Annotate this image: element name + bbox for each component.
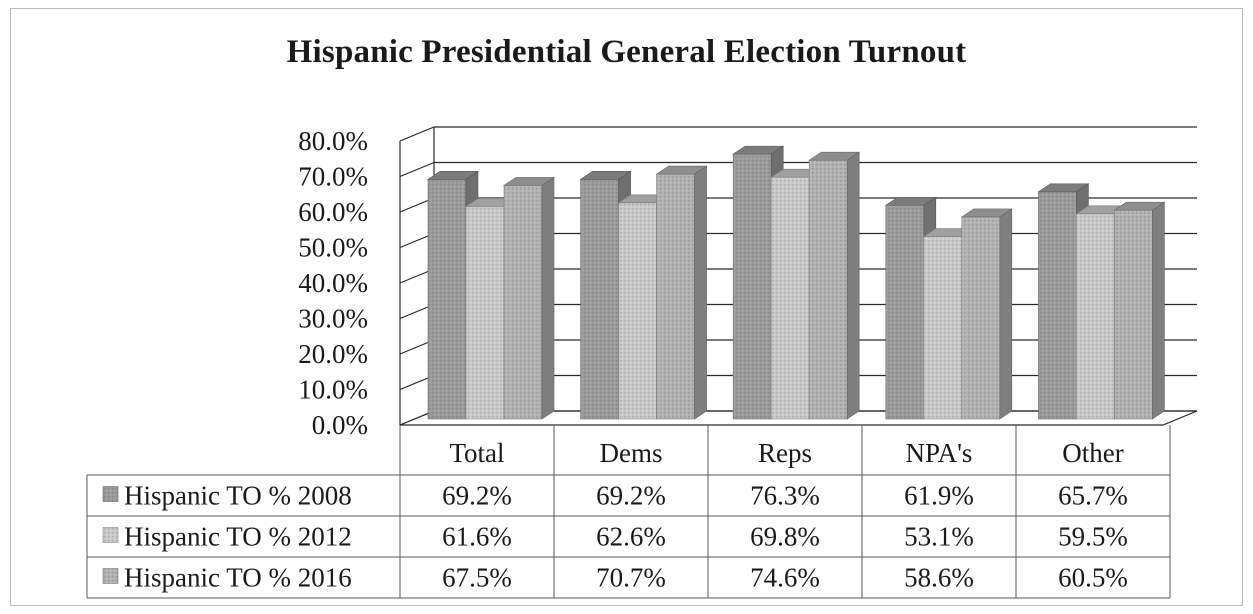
data-label: 70.7% (596, 563, 666, 593)
data-label: 53.1% (904, 522, 974, 552)
y-tick-label: 10.0% (298, 375, 368, 405)
bar (1038, 191, 1077, 420)
bar (1114, 209, 1153, 420)
y-tick-label: 20.0% (298, 339, 368, 369)
y-tick-label: 50.0% (298, 233, 368, 263)
y-tick-label: 30.0% (298, 304, 368, 334)
bar (656, 173, 695, 420)
data-label: 62.6% (596, 522, 666, 552)
data-label: 58.6% (904, 563, 974, 593)
bar-side (846, 151, 860, 420)
data-label: 69.8% (750, 522, 820, 552)
data-label: 74.6% (750, 563, 820, 593)
bar (580, 179, 619, 420)
data-label: 61.6% (442, 522, 512, 552)
data-label: 69.2% (442, 481, 512, 511)
bar (465, 206, 505, 420)
x-category-label: Dems (600, 438, 663, 468)
legend-entry: Hispanic TO % 2008 (124, 481, 352, 511)
bar (1076, 213, 1115, 420)
y-tick-label: 70.0% (298, 162, 368, 192)
data-label: 65.7% (1058, 481, 1128, 511)
bar (961, 216, 1001, 420)
bar (923, 236, 963, 420)
data-label: 69.2% (596, 481, 666, 511)
data-label: 67.5% (442, 563, 512, 593)
y-tick-label: 0.0% (312, 410, 368, 440)
bar-side (1152, 201, 1165, 420)
gridline-side (399, 161, 435, 178)
bar (618, 202, 657, 420)
legend-key (102, 486, 119, 502)
data-label: 60.5% (1058, 563, 1128, 593)
legend-key (102, 527, 119, 543)
gridline-side (399, 126, 435, 142)
legend-entry: Hispanic TO % 2012 (124, 522, 352, 552)
x-category-label: Reps (758, 438, 812, 468)
x-category-label: NPA's (906, 438, 973, 468)
bar (770, 176, 810, 420)
y-tick-label: 40.0% (298, 268, 368, 298)
data-label: 76.3% (750, 481, 820, 511)
bar (885, 204, 925, 420)
bar-side (999, 208, 1013, 420)
bar-side (694, 165, 707, 420)
y-tick-label: 60.0% (298, 197, 368, 227)
bar (503, 185, 543, 420)
x-category-label: Total (449, 438, 504, 468)
bar (732, 153, 772, 420)
x-category-label: Other (1062, 438, 1123, 468)
y-tick-label: 80.0% (298, 126, 368, 156)
chart-title: Hispanic Presidential General Election T… (286, 34, 967, 70)
chart-floor (399, 410, 1198, 426)
legend-key (102, 568, 119, 584)
data-label: 61.9% (904, 481, 974, 511)
bar (427, 179, 467, 420)
legend-entry: Hispanic TO % 2016 (124, 563, 352, 593)
bar-side (541, 176, 555, 420)
data-label: 59.5% (1058, 522, 1128, 552)
bar (808, 159, 848, 420)
